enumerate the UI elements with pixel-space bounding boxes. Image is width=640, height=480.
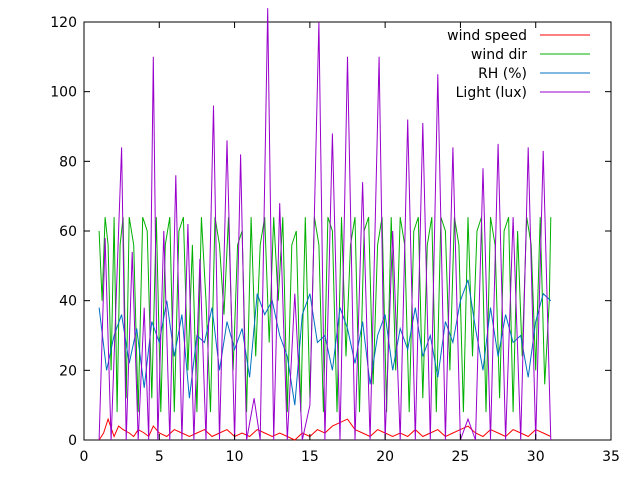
plot-area <box>83 21 612 441</box>
x-tick-label: 10 <box>226 449 244 465</box>
y-tick-label: 80 <box>59 154 77 170</box>
y-tick-label: 120 <box>50 15 77 31</box>
series-line-4 <box>98 8 552 441</box>
x-tick-label: 15 <box>301 449 319 465</box>
series-line-2 <box>98 216 552 413</box>
legend-label: wind dir <box>471 47 527 63</box>
x-tick-label: 25 <box>452 449 470 465</box>
x-tick-label: 20 <box>376 449 394 465</box>
y-tick-label: 40 <box>59 294 77 310</box>
axes-layer: 0 5 10 15 20 25 30 35 0 20 40 60 80 100 120 <box>50 15 620 465</box>
plot-frame <box>83 21 612 441</box>
y-tick-label: 20 <box>59 363 77 379</box>
y-tick-label: 100 <box>50 85 77 101</box>
x-tick-label: 35 <box>602 449 620 465</box>
x-tick-label: 5 <box>155 449 164 465</box>
legend-label: RH (%) <box>478 66 527 82</box>
x-tick-label: 30 <box>527 449 545 465</box>
legend: wind speed wind dir RH (%) Light (lux) <box>447 28 590 101</box>
y-tick-label: 0 <box>68 433 77 449</box>
legend-label: wind speed <box>447 28 527 44</box>
x-tick-label: 0 <box>80 449 89 465</box>
legend-label: Light (lux) <box>456 85 527 101</box>
series-line-3 <box>98 279 552 406</box>
y-tick-label: 60 <box>59 224 77 240</box>
